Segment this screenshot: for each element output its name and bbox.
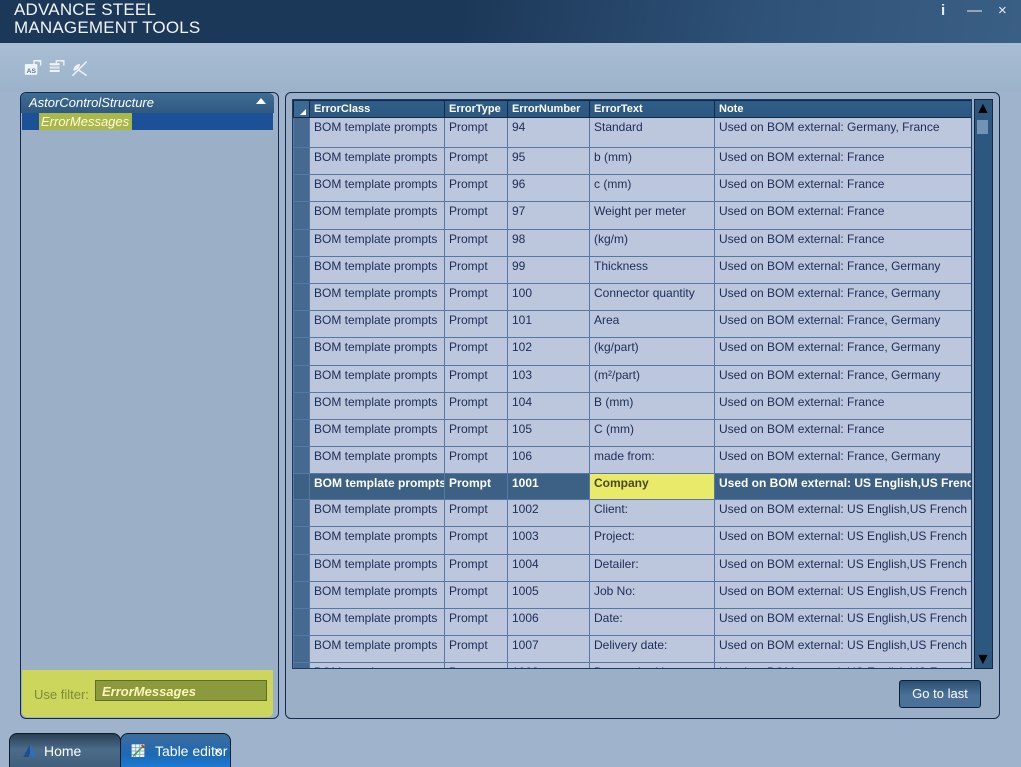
svg-text:AS: AS	[27, 68, 37, 75]
